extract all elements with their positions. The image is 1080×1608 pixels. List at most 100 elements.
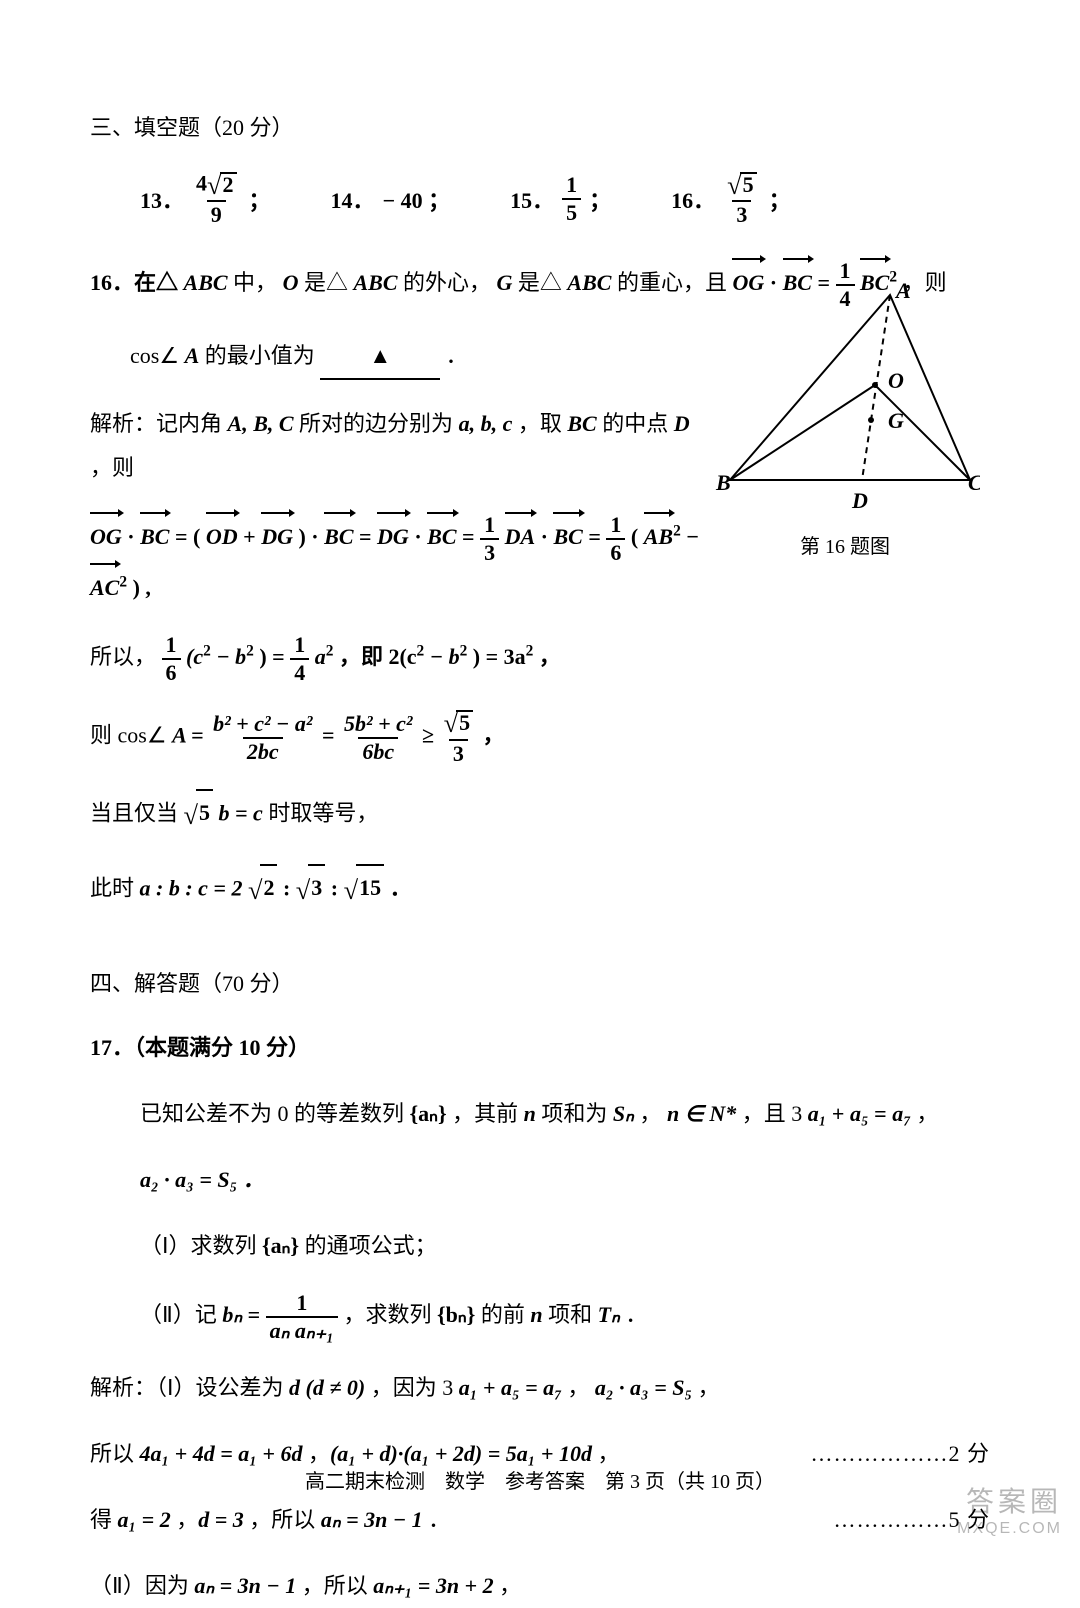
eqtxt: 时取等号， xyxy=(268,800,378,825)
sol-d: ，取 xyxy=(518,411,562,436)
v5: BC xyxy=(324,515,353,559)
q17-p2: （Ⅱ）记 bₙ = 1 aₙ aₙ₊₁ ，求数列 {bₙ} 的前 n 项和 Tₙ… xyxy=(140,1290,990,1344)
p2a: （Ⅱ）记 xyxy=(140,1302,222,1327)
now: 此时 xyxy=(90,875,140,900)
bns: {bₙ} xyxy=(437,1302,475,1327)
ans-14-val: − 40 ； xyxy=(383,183,451,215)
s-d: ， xyxy=(639,1101,661,1126)
s2: a₂ · a₃ = S₅ ． xyxy=(140,1167,265,1192)
s-b: ，其前 xyxy=(452,1101,524,1126)
q17-p2sol: （Ⅱ）因为 aₙ = 3n − 1 ，所以 aₙ₊₁ = 3n + 2 ， xyxy=(90,1564,990,1608)
watermark: 答案圈 MXQE.COM xyxy=(957,1480,1062,1538)
ans-15-num: 1 xyxy=(562,172,581,198)
q17-p1: （Ⅰ）求数列 {aₙ} 的通项公式； xyxy=(140,1224,990,1268)
v1: OG xyxy=(90,515,122,559)
blank-answer: ▲ xyxy=(320,334,440,380)
lbl-O: O xyxy=(888,368,904,393)
p1b: 的通项公式； xyxy=(305,1233,437,1258)
q16-abc3: ABC xyxy=(567,270,611,295)
semicolon: ； xyxy=(249,183,271,215)
ratio: a : b : c = 2 xyxy=(140,875,243,900)
n1: 1 xyxy=(162,632,181,658)
q17-stem2: a₂ · a₃ = S₅ ． xyxy=(140,1158,990,1202)
a7: a₇ xyxy=(892,1101,911,1126)
tcos: 则 cos∠ xyxy=(90,723,167,748)
eq: = xyxy=(322,723,340,748)
v2: BC xyxy=(140,515,169,559)
sc: a₁ + a₅ = a₇ xyxy=(459,1375,562,1400)
ge: ≥ xyxy=(422,723,440,748)
3a: ) = 3a xyxy=(473,644,526,669)
f3d: 3 xyxy=(449,739,468,767)
q16-eq2: 所以， 1 6 (c2 − b2 ) = 1 4 a2 ，即 2(c2 − b2… xyxy=(90,632,990,686)
bn: bₙ xyxy=(222,1302,242,1327)
mb: − b xyxy=(216,644,246,669)
c1: : xyxy=(283,875,296,900)
q16-c: 是△ xyxy=(304,270,348,295)
p: ． xyxy=(390,875,412,900)
n2: n xyxy=(530,1302,542,1327)
wm-top: 答案圈 xyxy=(957,1480,1062,1520)
c: (c xyxy=(186,644,203,669)
tn: Tₙ xyxy=(598,1302,620,1327)
a1: a₁ xyxy=(808,1101,827,1126)
f1d: 2bc xyxy=(243,737,283,765)
q17h: 17．（本题满分 10 分） xyxy=(90,1035,310,1060)
q16-eq5: 此时 a : b : c = 2 √2 : √3 : √15 ． xyxy=(90,864,990,917)
s-a: 已知公差不为 0 的等差数列 xyxy=(140,1101,404,1126)
ans-16-no: 16． xyxy=(671,183,715,215)
q16-figure: A B C D O G 第 16 题图 xyxy=(710,280,980,550)
lbl-G: G xyxy=(888,408,904,433)
lbl-C: C xyxy=(968,470,980,495)
sol-g: D xyxy=(674,411,690,436)
bc: b = c xyxy=(219,800,263,825)
a: a xyxy=(315,644,326,669)
triangle-diagram: A B C D O G xyxy=(710,280,980,520)
ans-13-no: 13． xyxy=(140,183,184,215)
ans-14-no: 14． xyxy=(331,183,375,215)
s-f: ，且 3 xyxy=(742,1101,803,1126)
sol-f: 的中点 xyxy=(602,411,668,436)
sol-e: BC xyxy=(567,411,596,436)
mb2: − b xyxy=(430,644,460,669)
sg: ， xyxy=(698,1375,720,1400)
q16-eq3: 则 cos∠ A = b² + c² − a² 2bc = 5b² + c² 6… xyxy=(90,708,990,766)
q16-b: 中， xyxy=(233,270,277,295)
q16-eq4: 当且仅当 √5 b = c 时取等号， xyxy=(90,789,990,842)
period: ． xyxy=(446,343,468,368)
section4-heading: 四、解答题（70 分） xyxy=(90,966,990,998)
sn: Sₙ xyxy=(613,1101,634,1126)
q16-g: G xyxy=(497,270,513,295)
v3: OD xyxy=(206,515,238,559)
q16-abc1: ABC xyxy=(184,270,228,295)
d1: 6 xyxy=(162,658,181,686)
ans-16-den: 3 xyxy=(732,200,751,228)
sol-a: A, B, C xyxy=(228,411,294,436)
a5: a₅ xyxy=(850,1101,869,1126)
p1: （Ⅰ）求数列 xyxy=(140,1233,257,1258)
v6: DG xyxy=(377,515,409,559)
c2: : xyxy=(331,875,344,900)
sol-h: ，则 xyxy=(90,455,134,480)
lbl-D: D xyxy=(851,488,868,513)
nn: n ∈ N* xyxy=(667,1101,736,1126)
t: ， xyxy=(483,723,505,748)
sd: d (d ≠ 0) xyxy=(289,1375,365,1400)
answers-row: 13． 4√2 9 ； 14． − 40 ； 15． 1 5 ； 16． √5 … xyxy=(140,170,990,228)
page-footer: 高二期末检测 数学 参考答案 第 3 页（共 10 页） xyxy=(0,1465,1080,1494)
ans-14: 14． − 40 ； xyxy=(331,183,451,215)
q17-line-get: 得 a₁ = 2 ，d = 3 ，所以 aₙ = 3n − 1 ． ……………5… xyxy=(90,1498,990,1542)
v10: AB xyxy=(644,515,673,559)
r3: 3 xyxy=(308,864,325,917)
A: A xyxy=(185,343,200,368)
eq: = xyxy=(874,1101,892,1126)
v9: BC xyxy=(553,515,582,559)
p2d: 项和 xyxy=(548,1302,598,1327)
eq: ) = xyxy=(259,644,290,669)
an: {aₙ} xyxy=(410,1101,447,1126)
f2d: 6bc xyxy=(358,737,398,765)
f2n: 5b² + c² xyxy=(340,711,417,737)
eq: = xyxy=(248,1302,266,1327)
so: 所以， xyxy=(90,644,156,669)
ie: ，即 2(c xyxy=(339,644,417,669)
